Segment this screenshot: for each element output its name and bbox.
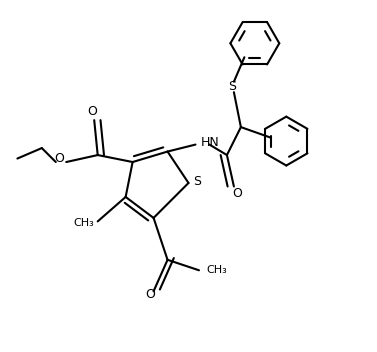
Text: HN: HN <box>201 136 219 149</box>
Text: O: O <box>233 187 242 200</box>
Text: S: S <box>228 81 236 93</box>
Text: O: O <box>145 288 155 301</box>
Text: O: O <box>54 152 64 165</box>
Text: CH₃: CH₃ <box>206 265 227 275</box>
Text: O: O <box>87 105 97 118</box>
Text: CH₃: CH₃ <box>74 218 94 228</box>
Text: S: S <box>193 175 201 188</box>
